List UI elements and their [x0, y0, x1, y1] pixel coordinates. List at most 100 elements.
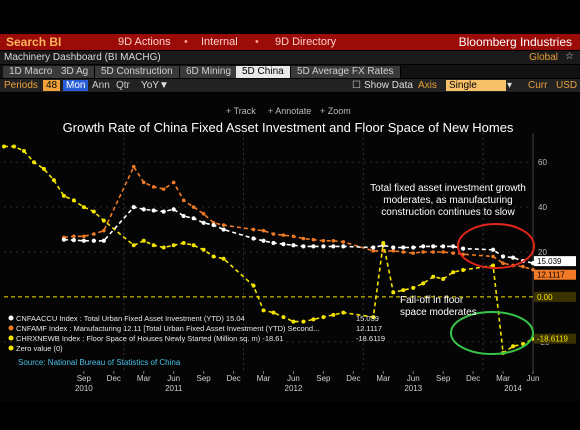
search-bi-field[interactable]: Search BI	[6, 35, 62, 49]
dashboard-title: Machinery Dashboard (BI MACHG)	[4, 52, 161, 63]
series-point-manufacturing	[151, 185, 156, 189]
zero-value-label: 0.00	[537, 293, 553, 302]
series-point-floor-space	[311, 317, 316, 322]
show-data-button[interactable]: Show Data	[364, 80, 413, 91]
chart-controls: Periods 48 Mon Ann Qtr YoY▼ ☐ Show Data …	[0, 79, 580, 92]
series-point-total-fai	[321, 244, 326, 249]
series-point-floor-space	[251, 283, 256, 288]
y-tick-label: 40	[538, 203, 547, 212]
tab-construction[interactable]: 5D Construction	[95, 66, 180, 78]
show-data-checkbox-icon[interactable]: ☐	[352, 80, 361, 91]
chevron-down-icon[interactable]: ▾	[507, 80, 513, 91]
series-point-floor-space	[161, 245, 166, 250]
tab-ag[interactable]: 3D Ag	[55, 66, 96, 78]
tab-macro[interactable]: 1D Macro	[3, 66, 60, 78]
x-tick-label: Sep	[77, 374, 92, 383]
series-point-total-fai	[341, 244, 346, 249]
series-point-total-fai	[61, 237, 66, 242]
series-point-total-fai	[461, 246, 466, 251]
series-point-floor-space	[51, 178, 56, 183]
currency-value[interactable]: USD	[556, 80, 578, 91]
series-point-manufacturing	[411, 251, 416, 255]
series-point-floor-space	[181, 241, 186, 246]
series-point-total-fai	[391, 245, 396, 250]
global-dropdown[interactable]: Global	[529, 52, 558, 63]
series-point-total-fai	[371, 245, 376, 250]
axis-dropdown[interactable]: Single	[446, 80, 506, 91]
series-point-manufacturing	[191, 205, 196, 209]
series-point-manufacturing	[161, 187, 166, 191]
series-point-floor-space	[11, 144, 16, 149]
series-point-manufacturing	[102, 228, 106, 233]
series-point-floor-space	[101, 218, 106, 223]
tab-mining[interactable]: 6D Mining	[180, 66, 239, 78]
tab-fx-rates[interactable]: 5D Average FX Rates	[291, 66, 401, 78]
chart-tool-zoom[interactable]: + Zoom	[320, 106, 351, 116]
separator-icon: •	[255, 36, 259, 48]
series-point-floor-space	[341, 310, 346, 315]
series-point-total-fai	[500, 254, 506, 259]
annotation-floor-space: Fall-off in floor space moderates	[400, 295, 477, 318]
annual-button[interactable]: Ann	[92, 80, 110, 91]
series-point-floor-space	[201, 247, 206, 252]
series-point-floor-space	[271, 310, 276, 315]
x-tick-label: Sep	[316, 374, 331, 383]
highlight-ellipse-green	[450, 311, 534, 355]
series-point-total-fai	[201, 220, 206, 225]
series-point-total-fai	[331, 244, 336, 249]
series-point-floor-space	[331, 312, 336, 317]
directory-menu[interactable]: 9D Directory	[275, 36, 337, 48]
periods-input[interactable]: 48	[43, 80, 61, 91]
series-point-total-fai	[101, 238, 106, 243]
series-point-floor-space	[511, 344, 516, 349]
series-point-total-fai	[81, 238, 86, 243]
series-point-floor-space	[281, 315, 286, 320]
separator-icon: •	[184, 36, 188, 48]
bottom-strip	[0, 401, 580, 430]
tab-china[interactable]: 5D China	[236, 66, 291, 78]
quarterly-button[interactable]: Qtr	[116, 80, 130, 91]
x-tick-label: Sep	[436, 374, 451, 383]
chart-tool-track[interactable]: + Track	[226, 106, 256, 116]
series-point-floor-space	[211, 254, 216, 259]
star-icon[interactable]: ☆	[565, 51, 574, 62]
axis-label: Axis	[418, 80, 437, 91]
actions-menu[interactable]: 9D Actions	[118, 36, 171, 48]
series-point-total-fai	[91, 238, 96, 243]
series-point-floor-space	[431, 274, 436, 279]
x-tick-label: Jun	[527, 374, 540, 383]
floor-space-value-label-box	[534, 333, 576, 344]
currency-label: Curr	[528, 80, 548, 91]
series-point-total-fai	[301, 244, 306, 249]
series-point-floor-space	[131, 243, 136, 248]
zero-value-label-box	[534, 291, 576, 302]
y-tick-label: 60	[538, 158, 547, 167]
series-point-floor-space	[401, 288, 406, 293]
total-fai-value-label: 15.039	[537, 257, 562, 266]
series-point-total-fai	[431, 244, 436, 249]
x-year-label: 2012	[285, 384, 303, 393]
series-point-manufacturing	[221, 223, 226, 227]
highlight-ellipse-red	[457, 223, 535, 269]
series-line-total-fai	[63, 206, 534, 264]
series-point-manufacturing	[131, 164, 136, 169]
floor-space-value-label: -18.6119	[537, 335, 569, 344]
chart-title: Growth Rate of China Fixed Asset Investm…	[63, 120, 514, 135]
series-point-manufacturing	[521, 264, 525, 269]
series-point-total-fai	[490, 247, 496, 252]
periods-label: Periods	[4, 80, 38, 91]
series-point-total-fai	[171, 207, 176, 212]
chart-tool-annotate[interactable]: + Annotate	[268, 106, 311, 116]
series-point-manufacturing	[291, 234, 296, 239]
series-point-manufacturing	[92, 232, 96, 236]
series-point-manufacturing	[271, 232, 276, 236]
series-point-manufacturing	[441, 250, 445, 254]
monthly-button[interactable]: Mon	[63, 80, 89, 91]
yoy-dropdown[interactable]: YoY▼	[141, 80, 169, 91]
series-point-total-fai	[510, 255, 516, 260]
series-point-floor-space	[291, 319, 296, 324]
series-point-manufacturing	[341, 240, 346, 244]
internal-menu[interactable]: Internal	[201, 36, 238, 48]
